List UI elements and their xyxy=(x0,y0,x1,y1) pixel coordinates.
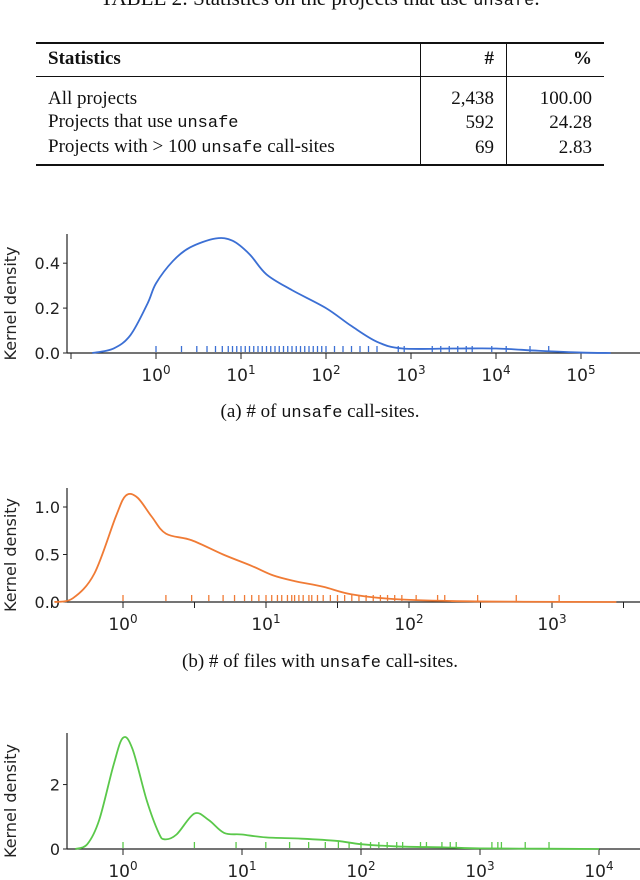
caption-a: (a) # of unsafe call-sites. xyxy=(220,401,420,423)
y-tick-label: 0.0 xyxy=(35,593,60,612)
table-row: All projects 2,438 100.00 xyxy=(36,76,604,110)
y-tick-label: 0.0 xyxy=(35,344,60,363)
kde-chart-call-sites: 0.0 0.2 0.4 Kernel density 100 101 102 103 104 10… xyxy=(1,234,640,386)
row-count: 2,438 xyxy=(419,76,507,110)
table-caption: TABLE 2: Statistics on the projects that… xyxy=(0,0,640,11)
kde-chart-files: 0.0 0.5 1.0 Kernel density 100 101 102 103 xyxy=(1,488,640,635)
y-axis-label: Kernel density xyxy=(1,246,20,360)
y-tick-label: 0.5 xyxy=(35,546,60,565)
caption-suffix: . xyxy=(534,0,539,10)
x-tick-label: 102 xyxy=(394,612,423,635)
table-row: Projects with > 100 unsafe call-sites 69… xyxy=(36,135,604,165)
x-tick-label: 103 xyxy=(537,612,566,635)
caption-text: TABLE 2: Statistics on the projects that… xyxy=(100,0,473,10)
x-tick-label: 100 xyxy=(141,363,170,386)
x-tick-label: 100 xyxy=(108,612,137,635)
table-row: Projects that use unsafe 592 24.28 xyxy=(36,110,604,135)
row-label: All projects xyxy=(48,88,138,109)
row-percent: 24.28 xyxy=(506,110,604,135)
y-tick-label: 2 xyxy=(50,776,60,795)
header-count: # xyxy=(419,43,507,77)
density-curve xyxy=(75,736,600,850)
x-tick-label: 101 xyxy=(251,612,280,635)
kde-chart-third: 0 2 Kernel density 100 101 102 103 104 xyxy=(1,733,640,880)
row-count: 592 xyxy=(419,110,507,135)
x-tick-label: 101 xyxy=(227,859,256,880)
y-axis-label: Kernel density xyxy=(1,744,20,858)
y-axis-label: Kernel density xyxy=(1,498,20,612)
density-curve xyxy=(54,492,617,603)
x-tick-label: 103 xyxy=(465,859,494,880)
x-tick-label: 102 xyxy=(311,363,340,386)
caption-code: unsafe xyxy=(473,0,535,11)
header-statistics: Statistics xyxy=(48,48,121,69)
header-percent: % xyxy=(506,43,604,77)
y-tick-label: 0.2 xyxy=(35,299,60,318)
x-tick-label: 103 xyxy=(396,363,425,386)
x-tick-label: 105 xyxy=(566,363,595,386)
x-tick-label: 104 xyxy=(481,363,510,386)
y-tick-label: 0 xyxy=(50,840,60,859)
row-percent: 100.00 xyxy=(506,76,604,110)
density-curve xyxy=(92,237,611,354)
caption-b: (b) # of files with unsafe call-sites. xyxy=(182,651,458,673)
x-tick-label: 101 xyxy=(226,363,255,386)
row-label: Projects with > 100 unsafe call-sites xyxy=(48,136,335,158)
row-label: Projects that use unsafe xyxy=(48,111,239,133)
statistics-table: Statistics # % All projects 2,438 100.00… xyxy=(36,42,604,166)
y-tick-label: 1.0 xyxy=(35,498,60,517)
row-count: 69 xyxy=(419,135,507,165)
table-header-row: Statistics # % xyxy=(36,43,604,77)
row-percent: 2.83 xyxy=(506,135,604,165)
x-tick-label: 104 xyxy=(584,859,613,880)
x-tick-label: 102 xyxy=(346,859,375,880)
y-tick-label: 0.4 xyxy=(35,254,60,273)
x-tick-label: 100 xyxy=(108,859,137,880)
